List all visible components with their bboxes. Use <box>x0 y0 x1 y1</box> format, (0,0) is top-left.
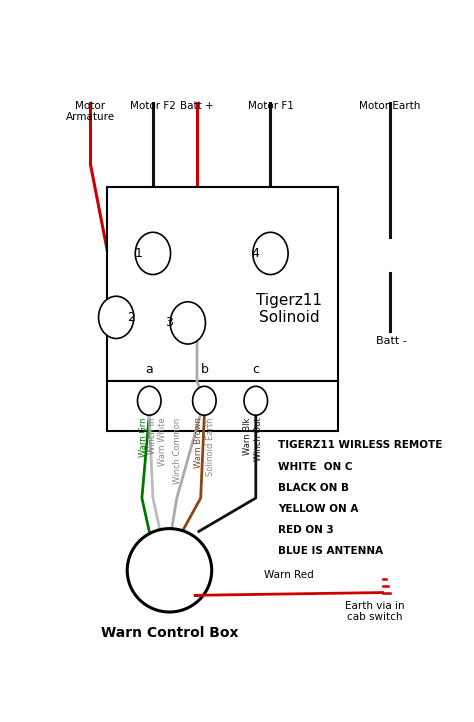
Text: YELLOW ON A: YELLOW ON A <box>278 504 358 514</box>
Text: 1: 1 <box>134 247 142 260</box>
Ellipse shape <box>170 302 205 344</box>
Text: Warn Red: Warn Red <box>264 570 314 580</box>
Text: 3: 3 <box>165 316 173 329</box>
Text: Solinoid Earth: Solinoid Earth <box>206 417 215 476</box>
Text: b: b <box>201 363 208 376</box>
Text: Earth via in
cab switch: Earth via in cab switch <box>346 601 405 622</box>
Text: Warn Control Box: Warn Control Box <box>100 626 238 640</box>
Ellipse shape <box>192 386 216 415</box>
Text: Warn Grn: Warn Grn <box>139 417 148 457</box>
Text: WHITE  ON C: WHITE ON C <box>278 462 352 472</box>
Ellipse shape <box>253 232 288 274</box>
Text: 4: 4 <box>252 247 260 260</box>
Text: BLUE IS ANTENNA: BLUE IS ANTENNA <box>278 547 383 557</box>
Text: Motor F2: Motor F2 <box>130 100 176 110</box>
Bar <box>107 381 338 431</box>
Text: Winch Common: Winch Common <box>173 417 182 484</box>
Text: Warn Blk: Warn Blk <box>243 417 252 455</box>
Text: Batt +: Batt + <box>180 100 214 110</box>
Text: BLACK ON B: BLACK ON B <box>278 483 349 493</box>
Text: Warn Brown: Warn Brown <box>194 417 203 469</box>
Text: Winch Out: Winch Out <box>254 417 263 461</box>
Text: Winch In: Winch In <box>148 417 157 454</box>
Text: c: c <box>252 363 259 376</box>
Text: Motor
Armature: Motor Armature <box>66 100 115 122</box>
Ellipse shape <box>137 386 161 415</box>
Text: RED ON 3: RED ON 3 <box>278 526 334 535</box>
Ellipse shape <box>99 296 134 339</box>
Text: Motor Earth: Motor Earth <box>359 100 420 110</box>
Ellipse shape <box>135 232 171 274</box>
Text: 2: 2 <box>127 311 135 324</box>
Ellipse shape <box>244 386 267 415</box>
Text: TIGERZ11 WIRLESS REMOTE: TIGERZ11 WIRLESS REMOTE <box>278 440 442 450</box>
Text: Batt -: Batt - <box>376 336 407 346</box>
Ellipse shape <box>127 529 212 612</box>
Text: Tigerz11
Solinoid: Tigerz11 Solinoid <box>256 293 322 325</box>
Text: Motor F1: Motor F1 <box>247 100 293 110</box>
Text: Warn White: Warn White <box>158 417 167 466</box>
Text: a: a <box>146 363 153 376</box>
Bar <box>107 187 338 381</box>
